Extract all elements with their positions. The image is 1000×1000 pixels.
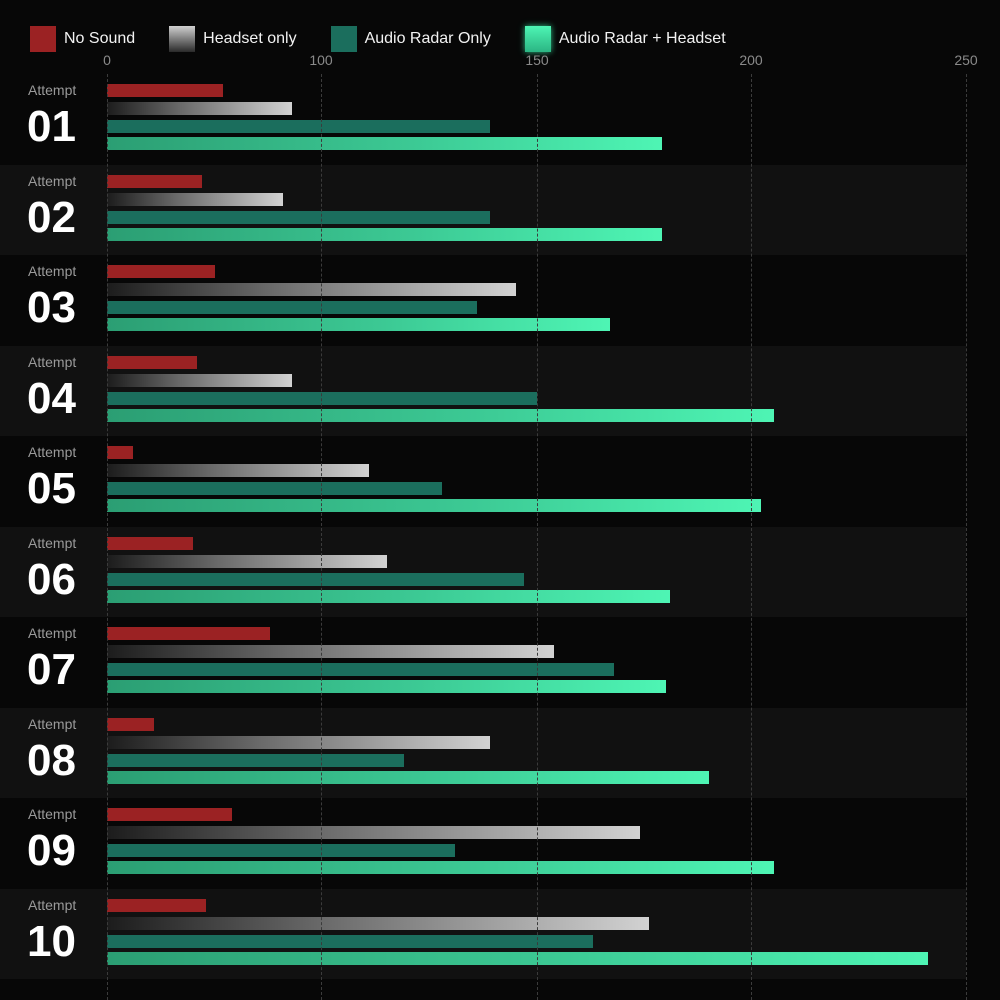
chart-row: Attempt 10	[0, 888, 966, 979]
x-axis-tick-label: 100	[309, 52, 333, 68]
bar-headset-only	[107, 192, 284, 206]
bar-audio-radar-only	[107, 934, 593, 948]
bar-headset-only	[107, 554, 387, 568]
bar-headset-only	[107, 464, 370, 477]
row-label-number: 04	[27, 373, 76, 423]
bar-headset-only	[107, 645, 555, 658]
bar-audio-radar-headset	[107, 770, 709, 784]
bar-headset-only	[107, 283, 516, 296]
bar-no-sound	[107, 536, 193, 550]
bar-no-sound	[107, 84, 224, 97]
bar-audio-radar-only	[107, 753, 404, 767]
legend-label: Audio Radar Only	[364, 30, 491, 47]
chart-row: Attempt 05	[0, 436, 966, 527]
gridline	[321, 74, 322, 1000]
gridline	[537, 74, 538, 1000]
row-label-number: 07	[27, 645, 76, 694]
row-label-number: 09	[27, 826, 76, 875]
row-label-number: 02	[27, 192, 76, 242]
bar-audio-radar-headset	[107, 499, 761, 512]
row-label-number: 10	[27, 916, 76, 966]
bar-headset-only	[107, 916, 649, 930]
bar-audio-radar-headset	[107, 318, 611, 331]
bar-audio-radar-headset	[107, 951, 929, 965]
chart-legend: No Sound Headset only Audio Radar Only A…	[30, 26, 760, 52]
chart-row: Attempt 03	[0, 255, 966, 346]
row-label-number: 05	[27, 464, 76, 513]
bar-no-sound	[107, 174, 202, 188]
x-axis-tick-label: 250	[954, 52, 978, 68]
bar-no-sound	[107, 355, 198, 369]
row-label-prefix: Attempt	[28, 806, 77, 822]
chart-row: Attempt 02	[0, 164, 966, 255]
bar-headset-only	[107, 735, 490, 749]
bar-audio-radar-only	[107, 210, 490, 224]
bar-no-sound	[107, 808, 232, 821]
legend-swatch-headset-only	[169, 26, 196, 52]
x-axis-tick-label: 200	[739, 52, 763, 68]
bar-no-sound	[107, 717, 155, 731]
legend-swatch-no-sound	[30, 26, 56, 52]
legend-item-headset-only: Headset only	[169, 26, 297, 52]
bar-audio-radar-headset	[107, 227, 662, 241]
gridline	[107, 74, 108, 1000]
legend-item-audio-radar-only: Audio Radar Only	[330, 26, 491, 52]
legend-label: No Sound	[64, 30, 136, 47]
bar-audio-radar-headset	[107, 861, 774, 874]
chart-row: Attempt 08	[0, 707, 966, 798]
bar-headset-only	[107, 373, 292, 387]
plot-area: Attempt 01 Attempt 02 Attempt 03 Attempt 04 Atte…	[0, 74, 1000, 1000]
row-label-prefix: Attempt	[28, 172, 77, 189]
gridline	[966, 74, 967, 1000]
bar-headset-only	[107, 102, 292, 115]
legend-swatch-audio-radar-headset	[524, 26, 551, 52]
bar-audio-radar-only	[107, 391, 537, 405]
row-label-number: 08	[27, 735, 76, 785]
row-label-prefix: Attempt	[28, 534, 77, 551]
chart-row: Attempt 09	[0, 798, 966, 889]
row-label-prefix: Attempt	[28, 896, 77, 913]
bar-audio-radar-only	[107, 301, 477, 314]
bar-audio-radar-only	[107, 844, 456, 857]
row-label-number: 06	[27, 554, 76, 604]
bar-audio-radar-headset	[107, 137, 662, 150]
bar-audio-radar-only	[107, 120, 490, 133]
bar-no-sound	[107, 265, 215, 278]
legend-label: Audio Radar + Headset	[558, 30, 726, 47]
row-label-prefix: Attempt	[28, 444, 77, 460]
legend-swatch-audio-radar-only	[330, 26, 357, 52]
chart-row: Attempt 06	[0, 526, 966, 617]
row-label-prefix: Attempt	[28, 263, 77, 279]
bar-audio-radar-only	[107, 663, 615, 676]
bar-no-sound	[107, 898, 206, 912]
row-label-prefix: Attempt	[28, 82, 77, 98]
bar-no-sound	[107, 627, 271, 640]
bar-audio-radar-headset	[107, 680, 666, 693]
legend-label: Headset only	[203, 30, 297, 47]
chart-row: Attempt 07	[0, 617, 966, 708]
bar-audio-radar-only	[107, 482, 443, 495]
row-label-prefix: Attempt	[28, 715, 77, 732]
chart-row: Attempt 04	[0, 345, 966, 436]
row-label-prefix: Attempt	[28, 625, 77, 641]
bar-audio-radar-headset	[107, 408, 774, 422]
row-label-number: 03	[27, 283, 76, 332]
bar-audio-radar-only	[107, 572, 525, 586]
bar-no-sound	[107, 446, 133, 459]
legend-item-no-sound: No Sound	[30, 26, 135, 52]
x-axis-tick-label: 0	[103, 52, 111, 68]
row-label-prefix: Attempt	[28, 353, 77, 370]
gridline	[751, 74, 752, 1000]
row-label-number: 01	[27, 102, 76, 151]
legend-item-audio-radar-headset: Audio Radar + Headset	[524, 26, 726, 52]
x-axis-tick-label: 150	[525, 52, 549, 68]
bar-headset-only	[107, 826, 641, 839]
chart-row: Attempt 01	[0, 74, 966, 165]
bar-audio-radar-headset	[107, 589, 671, 603]
